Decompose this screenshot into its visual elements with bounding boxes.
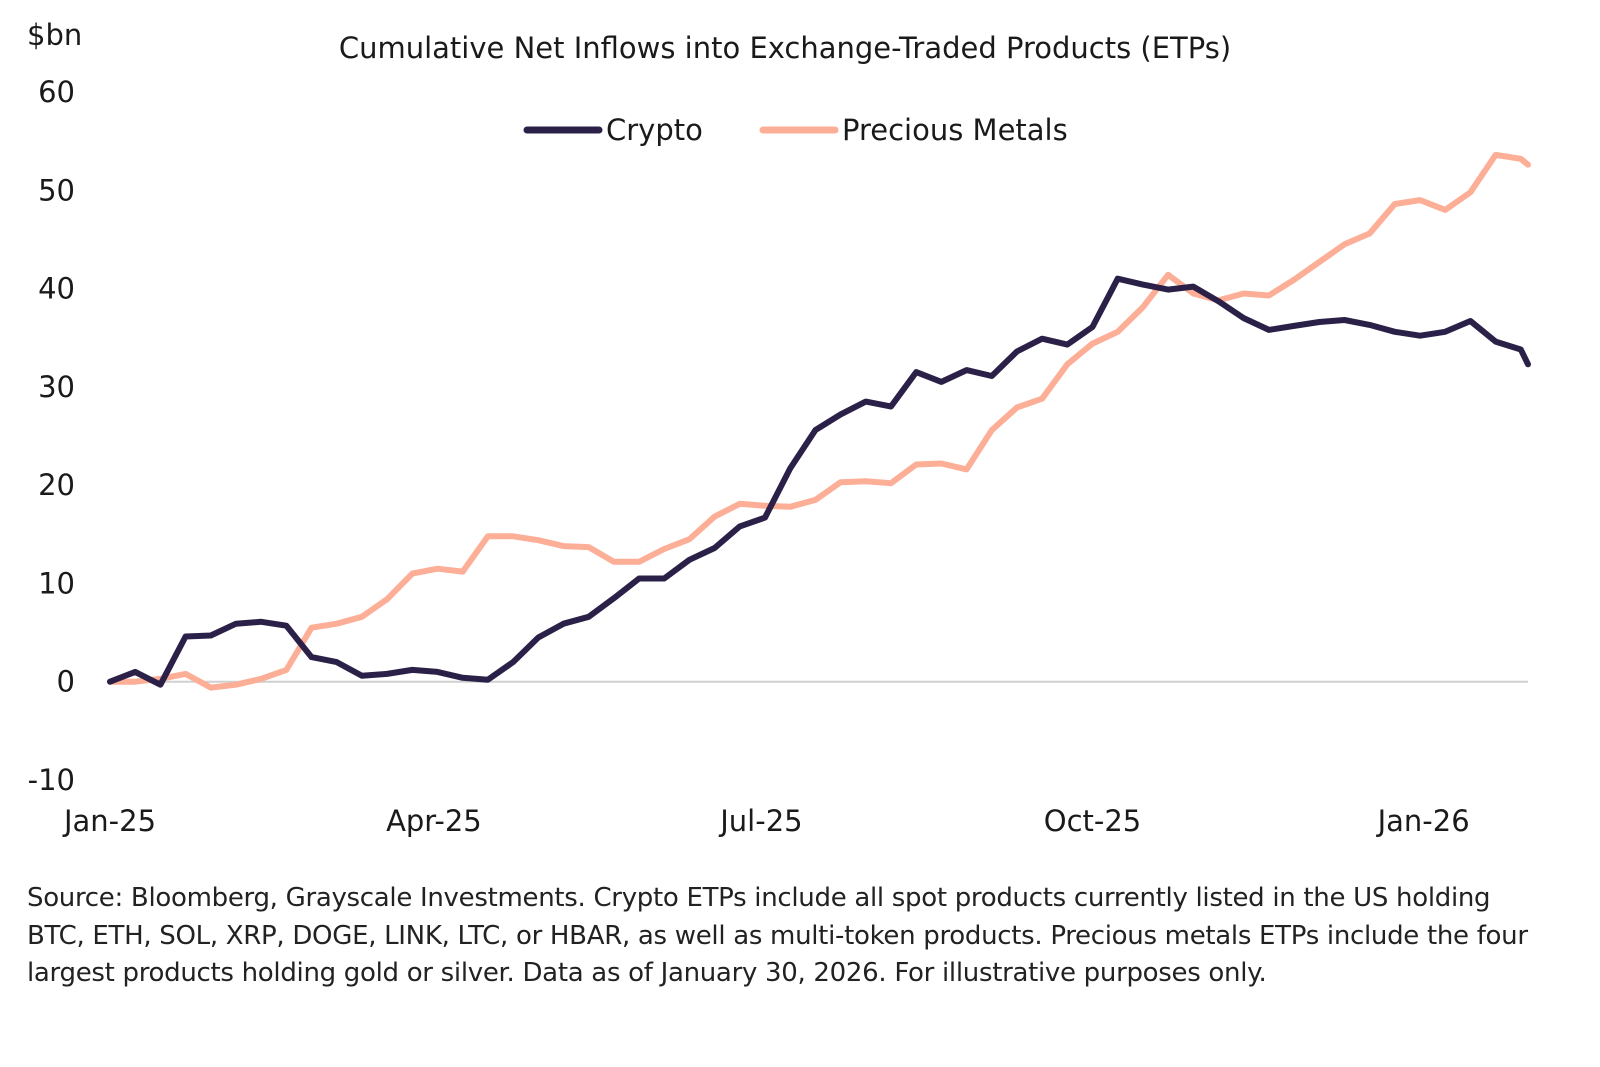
series-lines bbox=[107, 151, 1531, 691]
y-tick-label: -10 bbox=[28, 763, 75, 797]
y-tick-label: 30 bbox=[38, 370, 75, 404]
source-note: Source: Bloomberg, Grayscale Investments… bbox=[27, 883, 1528, 988]
y-axis-label: $bn bbox=[27, 18, 82, 52]
legend-label: Crypto bbox=[606, 113, 703, 147]
legend: Crypto Precious Metals bbox=[523, 113, 1068, 147]
y-tick-label: 20 bbox=[38, 468, 75, 502]
x-tick-label: Apr-25 bbox=[386, 804, 482, 838]
series-line-precious-metals bbox=[107, 151, 1531, 691]
x-tick-label: Oct-25 bbox=[1044, 804, 1142, 838]
legend-label: Precious Metals bbox=[842, 113, 1068, 147]
legend-item: Crypto bbox=[523, 113, 703, 147]
x-tick-label: Jan-26 bbox=[1376, 804, 1470, 838]
x-tick-label: Jan-25 bbox=[62, 804, 156, 838]
series-line-crypto bbox=[107, 275, 1531, 688]
x-tick-label: Jul-25 bbox=[718, 804, 802, 838]
y-tick-label: 60 bbox=[38, 75, 75, 109]
y-tick-label: 50 bbox=[38, 173, 75, 207]
y-tick-label: 10 bbox=[38, 566, 75, 600]
y-tick-label: 40 bbox=[38, 272, 75, 306]
legend-item: Precious Metals bbox=[759, 113, 1068, 147]
y-tick-labels: -10 0 10 20 30 40 50 60 bbox=[28, 75, 75, 797]
y-tick-label: 0 bbox=[57, 665, 75, 699]
chart-title: Cumulative Net Inflows into Exchange-Tra… bbox=[339, 31, 1231, 65]
x-tick-labels: Jan-25 Apr-25 Jul-25 Oct-25 Jan-26 bbox=[62, 804, 1470, 838]
